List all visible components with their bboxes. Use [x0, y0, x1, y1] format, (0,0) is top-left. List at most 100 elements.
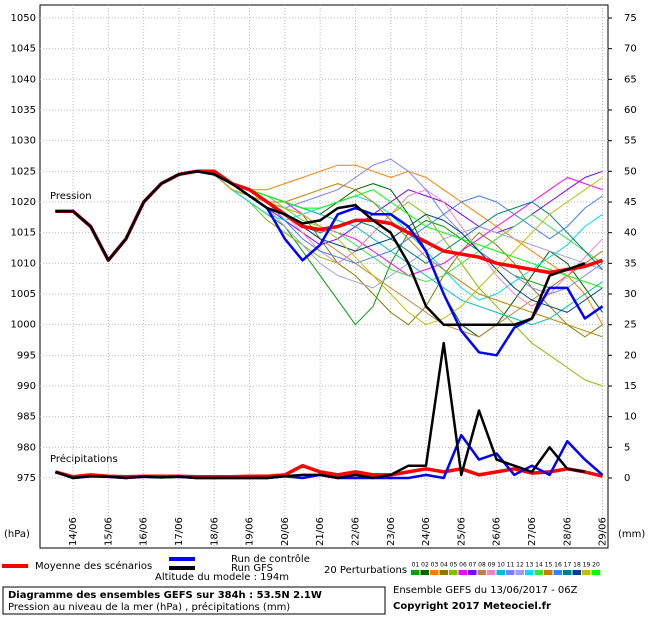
y-tick-label: 1020 [11, 197, 36, 208]
legend-mean: Moyenne des scénarios [35, 560, 152, 572]
perturbation-swatch [487, 570, 496, 575]
perturbation-swatch [496, 570, 505, 575]
perturbation-swatch [506, 570, 515, 575]
perturbation-swatch [563, 570, 572, 575]
perturbation-swatch [411, 570, 420, 575]
x-tick-label: 15/06 [103, 517, 114, 546]
perturbation-number: 15 [545, 562, 553, 569]
y2-tick-label: 25 [624, 320, 637, 331]
y2-tick-label: 0 [624, 473, 630, 484]
perturbations-label: 20 Perturbations [324, 565, 407, 576]
y2-tick-label: 35 [624, 258, 637, 269]
footer-subtitle: Pression au niveau de la mer (hPa) , pré… [8, 601, 290, 613]
perturbation-swatch [525, 570, 534, 575]
y2-tick-label: 60 [624, 105, 637, 116]
y-tick-label: 995 [17, 350, 36, 361]
perturbation-swatch [591, 570, 600, 575]
perturbation-number: 18 [573, 562, 581, 569]
perturbation-number: 04 [440, 562, 448, 569]
x-tick-label: 21/06 [315, 517, 326, 546]
perturbation-swatch [458, 570, 467, 575]
y2-tick-label: 70 [624, 44, 637, 55]
perturbation-swatch [477, 570, 486, 575]
perturbation-number: 02 [421, 562, 429, 569]
x-tick-label: 17/06 [174, 517, 185, 546]
y-tick-label: 1045 [11, 44, 36, 55]
footer-title: Diagramme des ensembles GEFS sur 384h : … [8, 590, 322, 601]
perturbation-swatch [449, 570, 458, 575]
y-tick-label: 1035 [11, 105, 36, 116]
plot-frame [39, 4, 609, 549]
y2-tick-label: 5 [624, 442, 630, 453]
y-tick-label: 1025 [11, 166, 36, 177]
perturbation-number: 09 [488, 562, 496, 569]
x-tick-label: 14/06 [68, 517, 79, 546]
y2-tick-label: 15 [624, 381, 637, 392]
perturbation-number: 17 [564, 562, 572, 569]
perturbation-number: 16 [554, 562, 562, 569]
perturbation-swatch [468, 570, 477, 575]
y-unit: (hPa) [4, 529, 30, 540]
perturbation-number: 20 [592, 562, 600, 569]
altitude: Altitude du modele : 194m [155, 572, 289, 583]
x-tick-label: 25/06 [456, 517, 467, 546]
perturbation-number: 13 [526, 562, 534, 569]
x-tick-label: 22/06 [350, 517, 361, 546]
y-tick-label: 1000 [11, 320, 36, 331]
y2-tick-label: 40 [624, 228, 637, 239]
y2-tick-label: 30 [624, 289, 637, 300]
perturbation-swatch [544, 570, 553, 575]
copyright: Copyright 2017 Meteociel.fr [393, 601, 551, 612]
perturbation-swatch [420, 570, 429, 575]
perturbation-number: 08 [478, 562, 486, 569]
perturbation-number: 12 [516, 562, 524, 569]
y-tick-label: 1040 [11, 74, 36, 85]
perturbation-number: 06 [459, 562, 467, 569]
x-tick-label: 23/06 [386, 517, 397, 546]
pressure-line [55, 170, 586, 326]
y2-tick-label: 50 [624, 166, 637, 177]
y-tick-label: 1010 [11, 258, 36, 269]
perturbation-swatch [439, 570, 448, 575]
y2-tick-label: 45 [624, 197, 637, 208]
y2-tick-label: 20 [624, 350, 637, 361]
y-tick-label: 1050 [11, 13, 36, 24]
x-tick-label: 29/06 [598, 517, 609, 546]
y-tick-label: 980 [17, 442, 36, 453]
perturbation-number: 14 [535, 562, 543, 569]
pressure-label: Pression [50, 191, 92, 202]
x-tick-label: 18/06 [209, 517, 220, 546]
x-tick-label: 26/06 [492, 517, 503, 546]
perturbation-swatch [582, 570, 591, 575]
perturbation-swatch [553, 570, 562, 575]
perturbation-swatch [534, 570, 543, 575]
x-tick-label: 20/06 [280, 517, 291, 546]
perturbation-number: 07 [469, 562, 477, 569]
y-tick-label: 1005 [11, 289, 36, 300]
y-tick-label: 990 [17, 381, 36, 392]
perturbation-number: 19 [583, 562, 591, 569]
y-tick-label: 975 [17, 473, 36, 484]
perturbation-swatch [515, 570, 524, 575]
y2-unit: (mm) [618, 529, 645, 540]
perturbation-number: 10 [497, 562, 505, 569]
y-tick-label: 1030 [11, 136, 36, 147]
legend-gfs: Run GFS [231, 563, 273, 574]
x-tick-label: 19/06 [245, 517, 256, 546]
run-info: Ensemble GEFS du 13/06/2017 - 06Z [393, 585, 578, 596]
footer-box [2, 586, 386, 615]
y2-tick-label: 55 [624, 136, 637, 147]
precip-label: Précipitations [50, 453, 118, 465]
perturbation-number: 11 [507, 562, 515, 569]
y2-tick-label: 65 [624, 74, 637, 85]
y2-tick-label: 75 [624, 13, 637, 24]
x-tick-label: 16/06 [139, 517, 150, 546]
x-tick-label: 24/06 [421, 517, 432, 546]
x-tick-label: 28/06 [562, 517, 573, 546]
legend-control: Run de contrôle [231, 553, 310, 565]
perturbation-swatch [572, 570, 581, 575]
perturbation-number: 05 [450, 562, 458, 569]
precip-line [54, 341, 586, 480]
y-tick-label: 985 [17, 412, 36, 423]
perturbation-number: 01 [412, 562, 420, 569]
